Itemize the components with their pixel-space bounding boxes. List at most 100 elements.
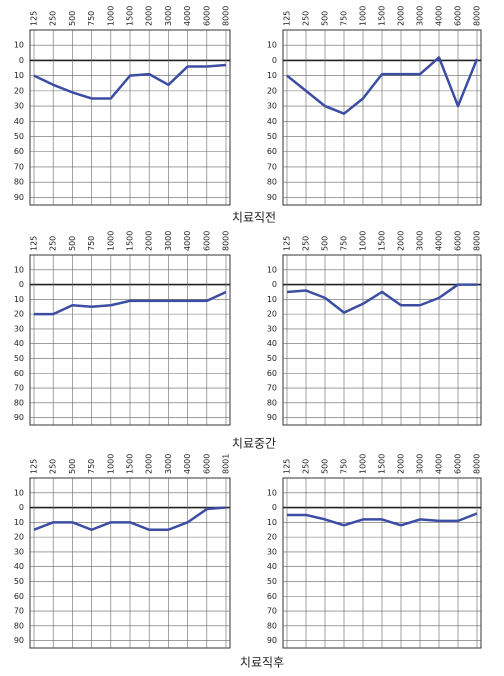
x-tick-label: 3000 [416, 454, 425, 474]
x-tick-label: 500 [68, 11, 77, 26]
y-tick-label: 10 [14, 518, 24, 527]
x-tick-label: 750 [87, 459, 96, 474]
y-tick-label: 40 [14, 339, 24, 348]
y-tick-label: 40 [267, 562, 277, 571]
y-tick-label: 80 [14, 398, 24, 407]
y-tick-label: 40 [14, 117, 24, 126]
y-tick-label: 10 [267, 488, 277, 497]
x-tick-label: 3000 [164, 454, 173, 474]
y-tick-label: 40 [14, 562, 24, 571]
y-tick-label: 70 [267, 384, 277, 393]
x-tick-label: 3000 [416, 6, 425, 26]
x-tick-label: 6000 [202, 231, 211, 251]
y-tick-label: 90 [14, 193, 24, 202]
y-tick-label: 70 [14, 384, 24, 393]
x-tick-label: 4000 [435, 6, 444, 26]
x-tick-label: 250 [302, 236, 311, 251]
y-tick-label: 10 [14, 488, 24, 497]
x-tick-label: 3000 [416, 231, 425, 251]
x-tick-label: 3000 [164, 6, 173, 26]
y-tick-label: 30 [14, 102, 24, 111]
y-tick-label: 10 [14, 295, 24, 304]
caption: 치료직전 [232, 211, 276, 225]
y-tick-label: 0 [19, 280, 24, 289]
x-tick-label: 2000 [145, 6, 154, 26]
x-tick-label: 2000 [397, 454, 406, 474]
y-tick-label: 10 [267, 295, 277, 304]
y-tick-label: 10 [14, 265, 24, 274]
x-tick-label: 1500 [126, 454, 135, 474]
y-tick-label: 20 [267, 86, 277, 95]
y-tick-label: 90 [267, 413, 277, 422]
x-tick-label: 8000 [473, 454, 482, 474]
y-tick-label: 50 [267, 577, 277, 586]
y-tick-label: 90 [14, 636, 24, 645]
y-tick-label: 80 [14, 178, 24, 187]
y-tick-label: 10 [14, 41, 24, 50]
x-tick-label: 250 [49, 459, 58, 474]
y-tick-label: 70 [14, 607, 24, 616]
x-tick-label: 125 [30, 459, 39, 474]
x-tick-label: 125 [283, 459, 292, 474]
x-tick-label: 250 [302, 459, 311, 474]
y-tick-label: 40 [267, 117, 277, 126]
x-tick-label: 8001 [222, 454, 231, 474]
x-tick-label: 4000 [183, 6, 192, 26]
x-tick-label: 8000 [473, 231, 482, 251]
y-tick-label: 30 [267, 547, 277, 556]
y-tick-label: 60 [267, 369, 277, 378]
hearing-line [287, 512, 478, 527]
y-tick-label: 70 [267, 607, 277, 616]
x-tick-label: 1500 [378, 454, 387, 474]
x-tick-label: 4000 [183, 454, 192, 474]
x-tick-label: 6000 [454, 454, 463, 474]
y-tick-label: 90 [267, 193, 277, 202]
y-tick-label: 20 [14, 310, 24, 319]
hearing-line [34, 290, 227, 316]
hearing-line [33, 63, 227, 100]
y-tick-label: 60 [14, 369, 24, 378]
x-tick-label: 500 [321, 11, 330, 26]
x-tick-label: 6000 [202, 454, 211, 474]
y-tick-label: 20 [267, 310, 277, 319]
y-tick-label: 40 [267, 339, 277, 348]
x-tick-label: 1500 [126, 6, 135, 26]
hearing-line [33, 506, 227, 531]
y-tick-label: 30 [14, 324, 24, 333]
caption: 치료직후 [240, 656, 284, 670]
x-tick-label: 2000 [397, 231, 406, 251]
y-tick-label: 0 [19, 56, 24, 65]
x-tick-label: 750 [87, 11, 96, 26]
x-tick-label: 750 [87, 236, 96, 251]
x-tick-label: 4000 [183, 231, 192, 251]
x-tick-label: 250 [49, 236, 58, 251]
y-tick-label: 60 [267, 147, 277, 156]
y-tick-label: 0 [272, 503, 277, 512]
x-tick-label: 8000 [222, 6, 231, 26]
y-tick-label: 50 [267, 132, 277, 141]
x-tick-label: 6000 [202, 6, 211, 26]
x-tick-label: 2000 [145, 231, 154, 251]
x-tick-label: 1000 [359, 454, 368, 474]
y-tick-label: 70 [14, 162, 24, 171]
y-tick-label: 60 [14, 147, 24, 156]
y-tick-label: 10 [267, 518, 277, 527]
y-tick-label: 30 [267, 102, 277, 111]
x-tick-label: 4000 [435, 231, 444, 251]
x-tick-label: 500 [321, 459, 330, 474]
x-tick-label: 8000 [473, 6, 482, 26]
y-tick-label: 50 [14, 577, 24, 586]
x-tick-label: 125 [283, 11, 292, 26]
hearing-line [286, 56, 479, 115]
x-tick-label: 750 [340, 459, 349, 474]
caption: 치료중간 [232, 437, 276, 451]
y-tick-label: 60 [14, 592, 24, 601]
y-tick-label: 90 [14, 413, 24, 422]
x-tick-label: 500 [68, 459, 77, 474]
y-tick-label: 80 [14, 621, 24, 630]
x-tick-label: 750 [340, 11, 349, 26]
x-tick-label: 6000 [454, 6, 463, 26]
x-tick-label: 4000 [435, 454, 444, 474]
y-tick-label: 80 [267, 178, 277, 187]
hearing-line [286, 283, 477, 314]
